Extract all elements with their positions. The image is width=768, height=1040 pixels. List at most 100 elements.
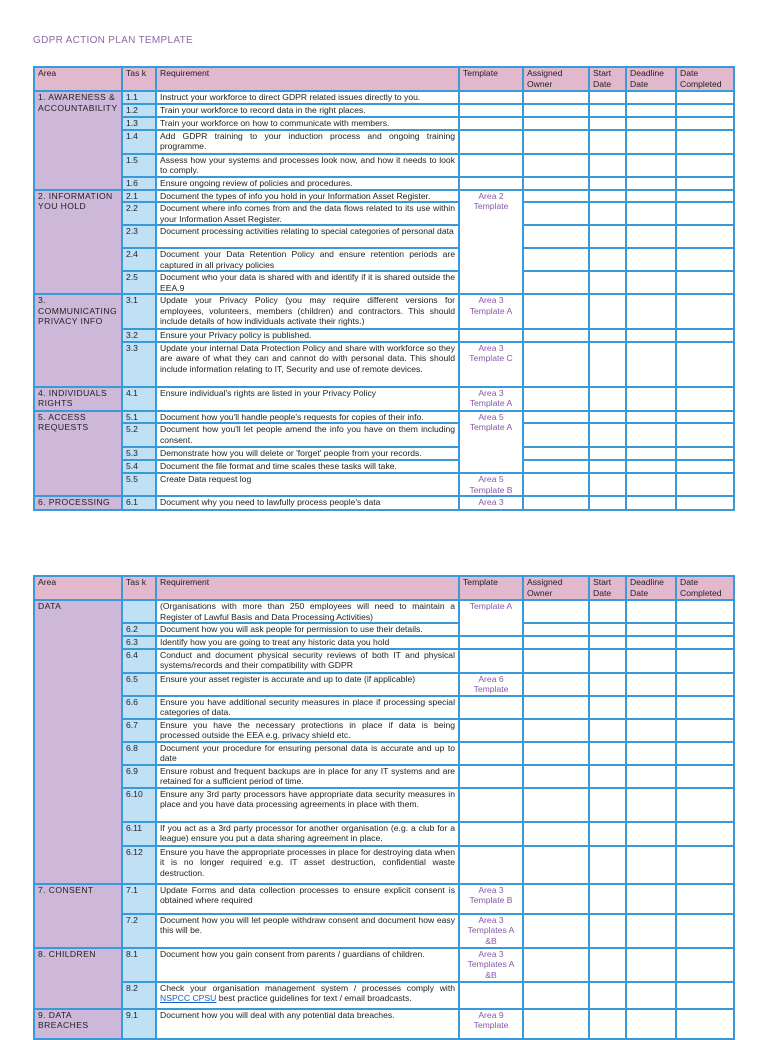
date-completed-cell[interactable] <box>675 786 735 823</box>
date-completed-cell[interactable] <box>675 201 735 226</box>
assigned-owner-cell[interactable] <box>522 740 590 766</box>
assigned-owner-cell[interactable] <box>522 671 590 697</box>
start-date-cell[interactable] <box>588 340 627 388</box>
assigned-owner-cell[interactable] <box>522 912 590 949</box>
start-date-cell[interactable] <box>588 385 627 412</box>
deadline-date-cell[interactable] <box>625 622 677 637</box>
date-completed-cell[interactable] <box>675 103 735 118</box>
start-date-cell[interactable] <box>588 328 627 343</box>
template-cell[interactable]: Area 6 Template <box>458 671 524 697</box>
deadline-date-cell[interactable] <box>625 472 677 497</box>
date-completed-cell[interactable] <box>675 90 735 105</box>
assigned-owner-cell[interactable] <box>522 293 590 330</box>
assigned-owner-cell[interactable] <box>522 882 590 915</box>
deadline-date-cell[interactable] <box>625 495 677 511</box>
date-completed-cell[interactable] <box>675 128 735 155</box>
start-date-cell[interactable] <box>588 90 627 105</box>
deadline-date-cell[interactable] <box>625 103 677 118</box>
deadline-date-cell[interactable] <box>625 270 677 295</box>
start-date-cell[interactable] <box>588 224 627 249</box>
assigned-owner-cell[interactable] <box>522 128 590 155</box>
deadline-date-cell[interactable] <box>625 152 677 178</box>
assigned-owner-cell[interactable] <box>522 152 590 178</box>
assigned-owner-cell[interactable] <box>522 946 590 983</box>
template-cell[interactable] <box>458 786 524 823</box>
template-cell[interactable] <box>458 103 524 118</box>
start-date-cell[interactable] <box>588 717 627 743</box>
date-completed-cell[interactable] <box>675 622 735 637</box>
date-completed-cell[interactable] <box>675 446 735 461</box>
assigned-owner-cell[interactable] <box>522 224 590 249</box>
deadline-date-cell[interactable] <box>625 175 677 191</box>
date-completed-cell[interactable] <box>675 647 735 674</box>
template-cell[interactable] <box>458 844 524 885</box>
assigned-owner-cell[interactable] <box>522 188 590 203</box>
assigned-owner-cell[interactable] <box>522 409 590 424</box>
start-date-cell[interactable] <box>588 912 627 949</box>
date-completed-cell[interactable] <box>675 717 735 743</box>
deadline-date-cell[interactable] <box>625 763 677 789</box>
start-date-cell[interactable] <box>588 671 627 697</box>
start-date-cell[interactable] <box>588 446 627 461</box>
deadline-date-cell[interactable] <box>625 188 677 203</box>
deadline-date-cell[interactable] <box>625 422 677 448</box>
date-completed-cell[interactable] <box>675 409 735 424</box>
start-date-cell[interactable] <box>588 763 627 789</box>
template-cell[interactable] <box>458 175 524 191</box>
deadline-date-cell[interactable] <box>625 671 677 697</box>
date-completed-cell[interactable] <box>675 882 735 915</box>
date-completed-cell[interactable] <box>675 912 735 949</box>
assigned-owner-cell[interactable] <box>522 247 590 272</box>
deadline-date-cell[interactable] <box>625 647 677 674</box>
start-date-cell[interactable] <box>588 946 627 983</box>
template-cell[interactable] <box>458 717 524 743</box>
date-completed-cell[interactable] <box>675 844 735 885</box>
assigned-owner-cell[interactable] <box>522 622 590 637</box>
deadline-date-cell[interactable] <box>625 116 677 131</box>
deadline-date-cell[interactable] <box>625 128 677 155</box>
assigned-owner-cell[interactable] <box>522 844 590 885</box>
start-date-cell[interactable] <box>588 103 627 118</box>
date-completed-cell[interactable] <box>675 740 735 766</box>
date-completed-cell[interactable] <box>675 224 735 249</box>
template-cell[interactable] <box>458 980 524 1010</box>
date-completed-cell[interactable] <box>675 116 735 131</box>
deadline-date-cell[interactable] <box>625 599 677 624</box>
template-cell[interactable] <box>458 647 524 674</box>
date-completed-cell[interactable] <box>675 340 735 388</box>
start-date-cell[interactable] <box>588 472 627 497</box>
start-date-cell[interactable] <box>588 786 627 823</box>
date-completed-cell[interactable] <box>675 694 735 720</box>
date-completed-cell[interactable] <box>675 422 735 448</box>
deadline-date-cell[interactable] <box>625 786 677 823</box>
start-date-cell[interactable] <box>588 459 627 474</box>
date-completed-cell[interactable] <box>675 188 735 203</box>
date-completed-cell[interactable] <box>675 385 735 412</box>
deadline-date-cell[interactable] <box>625 980 677 1010</box>
deadline-date-cell[interactable] <box>625 446 677 461</box>
date-completed-cell[interactable] <box>675 293 735 330</box>
template-cell[interactable] <box>458 90 524 105</box>
assigned-owner-cell[interactable] <box>522 328 590 343</box>
start-date-cell[interactable] <box>588 175 627 191</box>
deadline-date-cell[interactable] <box>625 820 677 847</box>
assigned-owner-cell[interactable] <box>522 472 590 497</box>
deadline-date-cell[interactable] <box>625 459 677 474</box>
template-cell[interactable] <box>458 740 524 766</box>
assigned-owner-cell[interactable] <box>522 717 590 743</box>
assigned-owner-cell[interactable] <box>522 446 590 461</box>
deadline-date-cell[interactable] <box>625 385 677 412</box>
start-date-cell[interactable] <box>588 882 627 915</box>
template-cell[interactable]: Area 3 Templates A &B <box>458 946 524 983</box>
assigned-owner-cell[interactable] <box>522 175 590 191</box>
template-cell[interactable]: Area 5 Template B <box>458 472 524 497</box>
assigned-owner-cell[interactable] <box>522 635 590 650</box>
template-cell[interactable] <box>458 152 524 178</box>
assigned-owner-cell[interactable] <box>522 647 590 674</box>
deadline-date-cell[interactable] <box>625 882 677 915</box>
date-completed-cell[interactable] <box>675 270 735 295</box>
assigned-owner-cell[interactable] <box>522 385 590 412</box>
deadline-date-cell[interactable] <box>625 224 677 249</box>
start-date-cell[interactable] <box>588 820 627 847</box>
start-date-cell[interactable] <box>588 152 627 178</box>
